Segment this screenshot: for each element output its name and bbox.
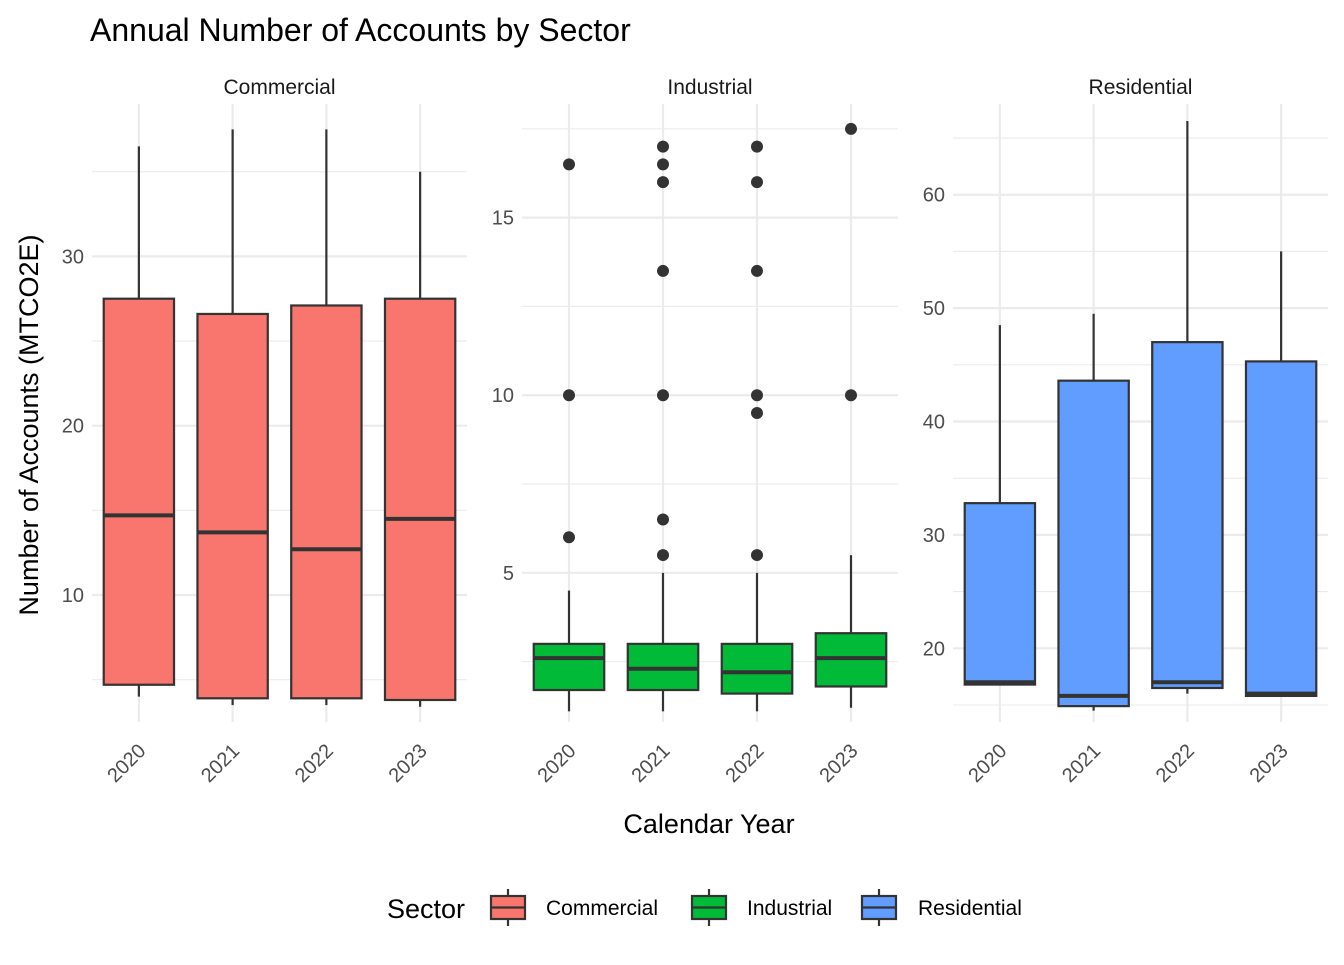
legend-title: Sector xyxy=(387,894,465,924)
box-industrial-2022 xyxy=(720,140,794,712)
box-body xyxy=(102,297,176,686)
legend-item-commercial: Commercial xyxy=(489,889,658,926)
y-tick-label: 10 xyxy=(62,585,84,607)
outlier-point xyxy=(751,176,763,189)
legend-label: Residential xyxy=(918,897,1022,920)
x-tick-label: 2020 xyxy=(103,740,150,787)
box-commercial-2023 xyxy=(383,171,457,707)
facet-panel-industrial: Industrial 5 10 15 2020 2021 2022 2023 xyxy=(492,76,898,787)
x-tick-label: 2023 xyxy=(816,740,863,787)
outlier-point xyxy=(751,407,763,419)
legend-item-industrial: Industrial xyxy=(690,889,832,926)
x-tick-label: 2021 xyxy=(1058,740,1105,787)
facet-strip-label: Residential xyxy=(1089,76,1193,99)
box-commercial-2021 xyxy=(196,129,269,706)
outlier-point xyxy=(657,176,669,189)
box-body xyxy=(290,304,363,700)
outlier-point xyxy=(751,389,763,402)
x-axis-label: Calendar Year xyxy=(623,809,794,839)
x-tick-label: 2023 xyxy=(1246,740,1293,787)
box-commercial-2022 xyxy=(290,129,363,706)
outlier-point xyxy=(657,389,669,402)
outlier-point xyxy=(845,389,857,402)
box-body xyxy=(1057,379,1130,708)
box-commercial-2020 xyxy=(102,146,176,697)
legend: Sector Commercial Industrial Residential xyxy=(387,889,1022,926)
legend-item-residential: Residential xyxy=(860,889,1022,926)
outlier-point xyxy=(657,513,669,526)
y-tick-label: 20 xyxy=(62,416,84,438)
outlier-point xyxy=(657,158,669,171)
x-tick-label: 2022 xyxy=(291,740,338,787)
outlier-point xyxy=(751,140,763,153)
y-tick-label: 10 xyxy=(492,385,514,407)
y-tick-label: 15 xyxy=(492,208,514,230)
facet-strip-label: Commercial xyxy=(223,76,335,99)
box-body xyxy=(1244,360,1318,698)
box-industrial-2021 xyxy=(626,140,700,712)
outlier-point xyxy=(563,389,575,402)
x-tick-label: 2021 xyxy=(628,740,675,787)
box-body xyxy=(963,502,1037,686)
x-tick-label: 2020 xyxy=(534,740,581,787)
x-tick-label: 2022 xyxy=(1152,740,1199,787)
box-residential-2023 xyxy=(1244,251,1318,698)
box-body xyxy=(1151,341,1224,690)
y-tick-label: 30 xyxy=(923,525,945,547)
box-body xyxy=(720,642,794,695)
outlier-point xyxy=(657,264,669,277)
facet-panel-residential: Residential 20 30 40 50 60 2020 2021 2022 2023 xyxy=(923,76,1328,787)
box-industrial-2020 xyxy=(532,158,606,712)
outlier-point xyxy=(751,549,763,562)
y-tick-label: 30 xyxy=(62,246,84,268)
box-residential-2020 xyxy=(963,325,1037,686)
outlier-point xyxy=(657,140,669,153)
x-tick-label: 2020 xyxy=(964,740,1011,787)
outlier-point xyxy=(845,122,857,135)
outlier-point xyxy=(563,531,575,544)
box-residential-2022 xyxy=(1151,121,1224,694)
facet-panel-commercial: Commercial 10 20 30 2020 2021 2022 2023 xyxy=(62,76,467,787)
y-tick-label: 5 xyxy=(503,563,514,585)
box-industrial-2023 xyxy=(814,122,888,708)
box-body xyxy=(532,642,606,692)
y-axis-label: Number of Accounts (MTCO2E) xyxy=(14,234,44,615)
legend-label: Industrial xyxy=(747,897,832,920)
facet-strip-label: Industrial xyxy=(667,76,752,99)
x-tick-label: 2023 xyxy=(385,740,432,787)
x-tick-label: 2022 xyxy=(722,740,769,787)
x-tick-label: 2021 xyxy=(197,740,244,787)
outlier-point xyxy=(657,549,669,562)
y-tick-label: 50 xyxy=(923,298,945,320)
outlier-point xyxy=(563,158,575,171)
box-body xyxy=(383,297,457,702)
chart-title: Annual Number of Accounts by Sector xyxy=(90,12,631,48)
box-residential-2021 xyxy=(1057,313,1130,711)
y-tick-label: 20 xyxy=(923,638,945,660)
y-tick-label: 60 xyxy=(923,185,945,207)
box-body xyxy=(196,312,269,700)
y-tick-label: 40 xyxy=(923,412,945,434)
legend-label: Commercial xyxy=(546,897,658,920)
outlier-point xyxy=(751,264,763,277)
